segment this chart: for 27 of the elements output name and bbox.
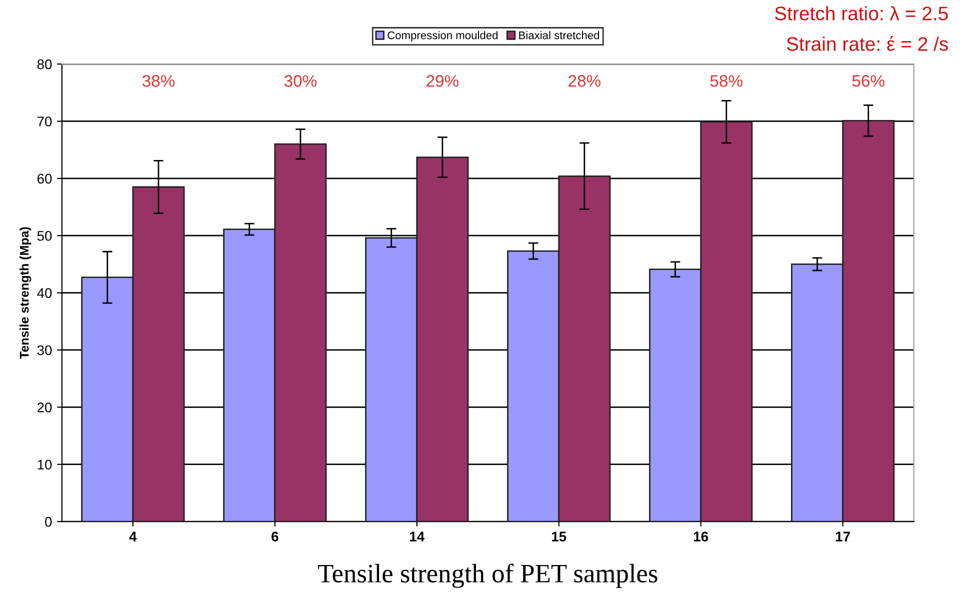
x-tick-label: 14 — [410, 532, 425, 542]
y-tick-label: 40 — [37, 288, 52, 298]
y-tick-label: 30 — [37, 345, 52, 356]
annotation: 29% — [426, 75, 459, 87]
x-axis-title: Tensile strength of PET samples — [318, 564, 658, 588]
annotation: 28% — [568, 75, 600, 87]
legend-label: Compression moulded — [388, 31, 498, 42]
x-tick-label: 15 — [552, 532, 566, 542]
y-axis-title: Tensile strength (Mpa) — [20, 227, 32, 359]
legend-label: Biaxial stretched — [519, 31, 600, 40]
x-tick-label: 16 — [694, 532, 708, 542]
annotation: 56% — [852, 75, 884, 87]
x-tick-label: 4 — [129, 532, 137, 542]
y-tick-label: 20 — [37, 402, 52, 412]
x-tick-label: 6 — [272, 532, 278, 542]
y-tick-label: 60 — [37, 174, 52, 184]
x-tick-label: 17 — [836, 532, 850, 542]
annotation: 30% — [284, 75, 317, 87]
y-tick-label: 10 — [38, 460, 52, 470]
y-tick-label: 50 — [37, 230, 52, 241]
text: Strain rate: έ = 2 /s — [786, 36, 948, 51]
annotation: 38% — [142, 75, 175, 87]
text: Stretch ratio: λ = 2.5 — [774, 6, 948, 20]
y-tick-label: 0 — [45, 516, 52, 527]
y-tick-label: 70 — [37, 116, 52, 126]
annotation: 58% — [710, 75, 742, 87]
y-tick-label: 80 — [37, 59, 52, 70]
